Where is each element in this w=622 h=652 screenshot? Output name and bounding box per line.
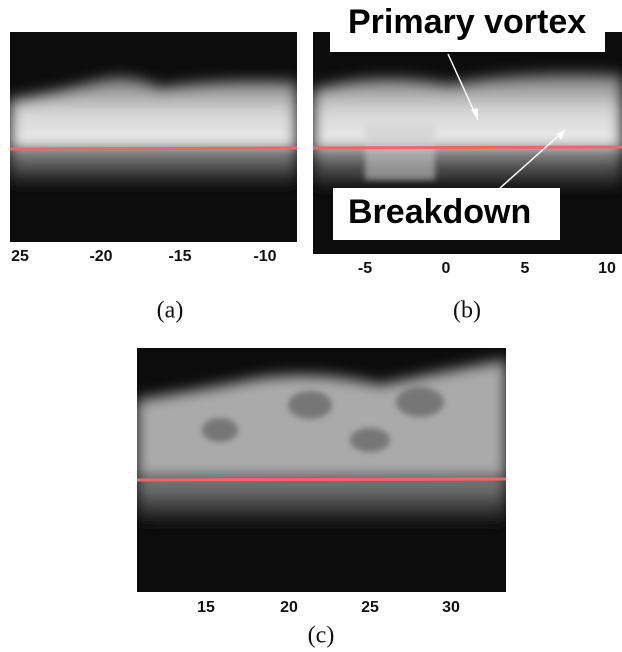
tick-label: -10 [253, 248, 276, 265]
caption: (a) [157, 298, 184, 324]
arrow [447, 53, 479, 121]
tick-label: 20 [280, 599, 298, 616]
arrow-head [556, 130, 565, 140]
image-c [137, 348, 506, 592]
annotation: Breakdown [348, 193, 531, 231]
annotation-box [333, 188, 560, 240]
annotation-box [330, 0, 605, 52]
tick-label: -15 [168, 248, 191, 265]
tick-label: 25 [361, 599, 379, 616]
tick-label: 0 [442, 260, 451, 277]
annotation: Primary vortex [348, 3, 586, 41]
caption: (c) [308, 623, 335, 649]
tick-label: 30 [442, 599, 460, 616]
image-a [10, 32, 297, 242]
image-b [313, 32, 622, 254]
tick-label: 25 [11, 248, 29, 265]
arrow [499, 129, 566, 189]
tick-label: 10 [598, 260, 616, 277]
caption: (b) [453, 298, 481, 324]
tick-label: 15 [197, 599, 215, 616]
tick-label: 5 [521, 260, 530, 277]
arrow-head [471, 108, 478, 120]
tick-label: -5 [358, 260, 372, 277]
tick-label: -20 [89, 248, 112, 265]
